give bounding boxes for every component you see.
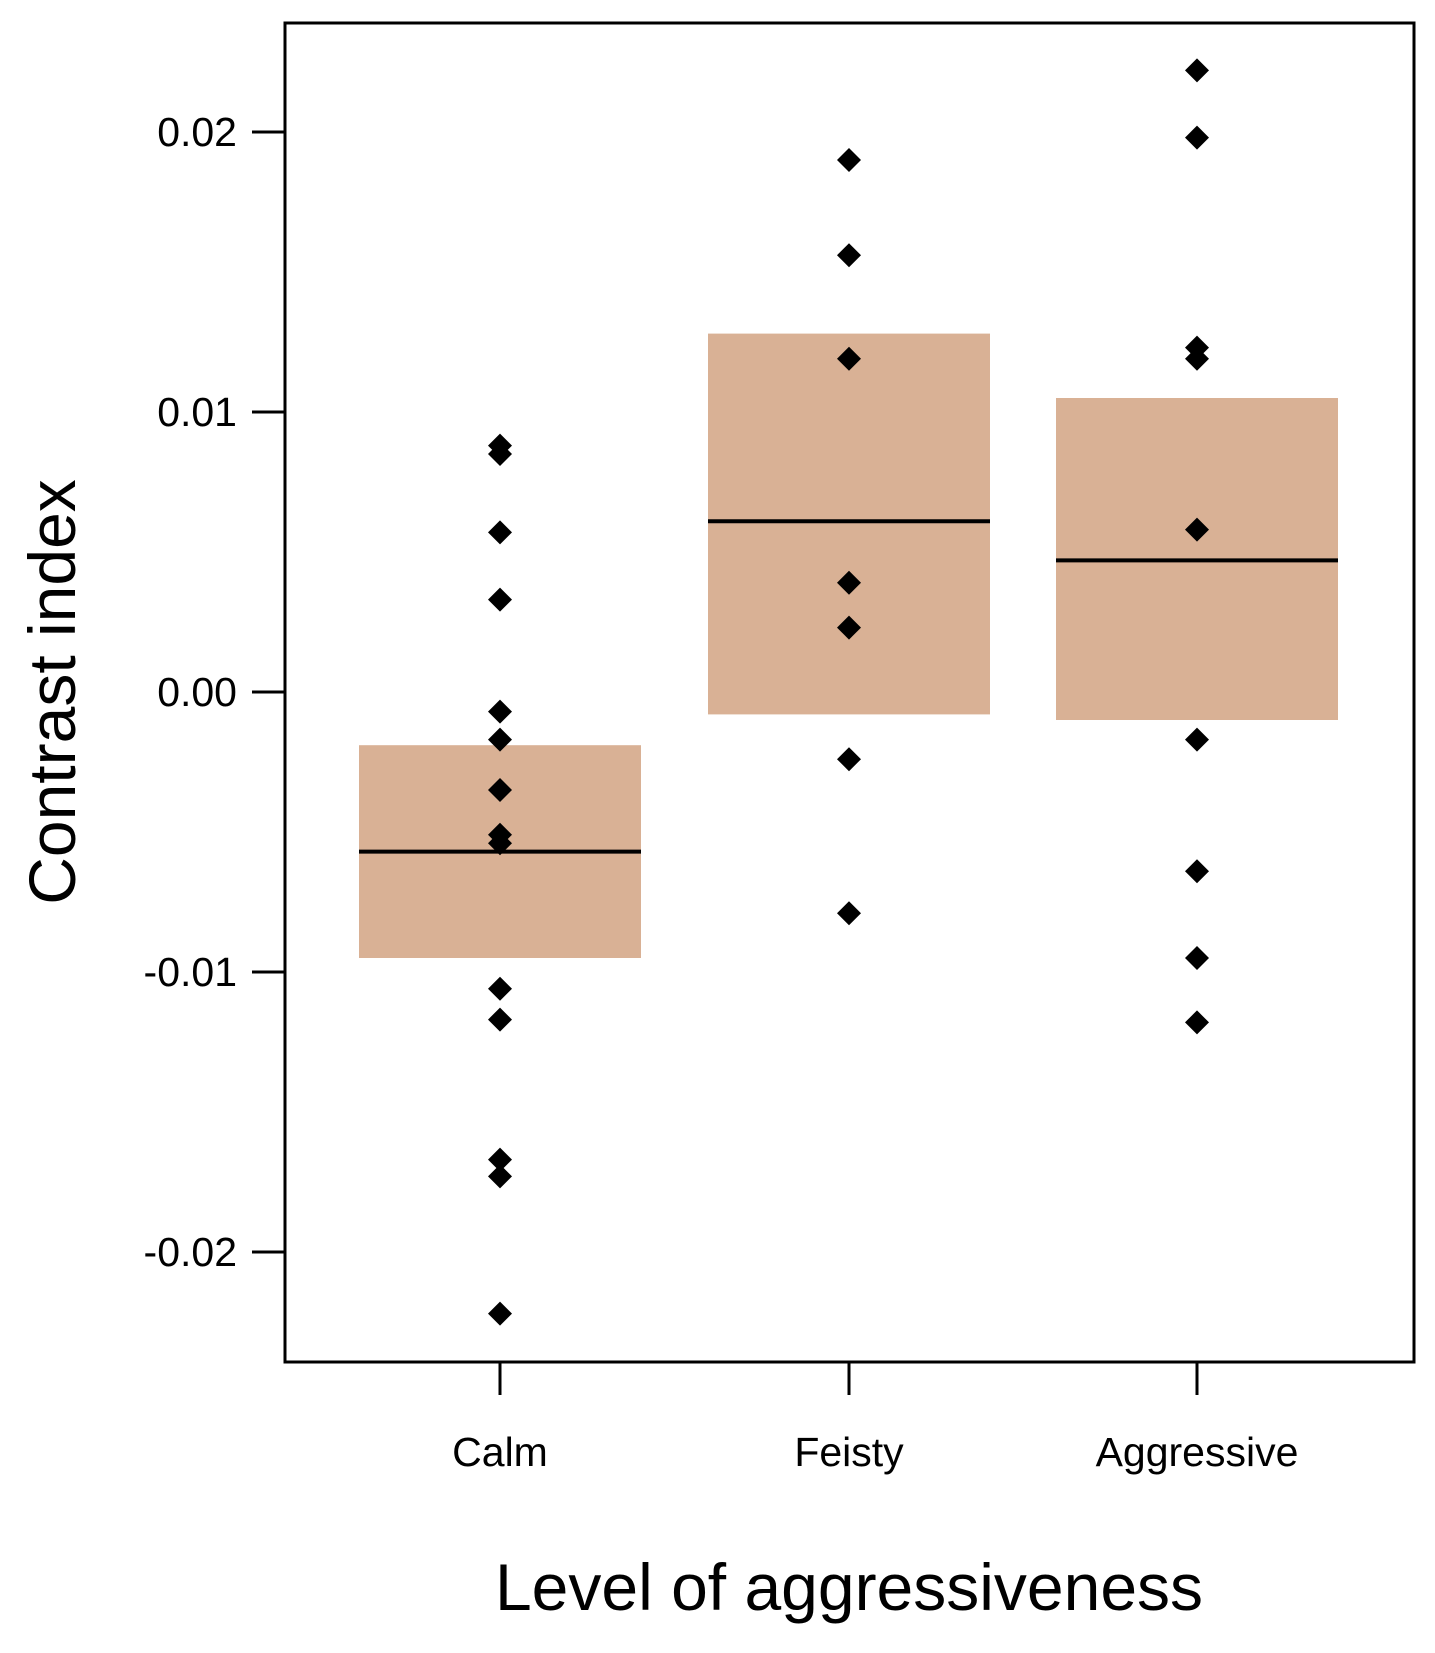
x-tick-label-aggressive: Aggressive	[1096, 1429, 1299, 1475]
data-point-calm	[488, 1147, 512, 1172]
x-tick-label-calm: Calm	[452, 1429, 548, 1475]
data-point-calm	[488, 699, 512, 724]
data-point-calm	[488, 1301, 512, 1326]
data-point-calm	[488, 520, 512, 545]
x-tick-label-feisty: Feisty	[794, 1429, 904, 1475]
data-point-calm	[488, 778, 512, 802]
data-point-feisty	[837, 615, 861, 640]
data-point-calm	[488, 1007, 512, 1032]
data-point-aggressive	[1185, 946, 1209, 970]
data-point-aggressive	[1185, 125, 1209, 150]
plot-area	[359, 58, 1338, 1326]
data-point-calm	[488, 587, 512, 612]
data-point-feisty	[837, 243, 861, 268]
data-point-feisty	[837, 148, 861, 172]
data-point-aggressive	[1185, 859, 1209, 884]
data-point-aggressive	[1185, 1010, 1209, 1035]
data-point-aggressive	[1185, 58, 1209, 83]
data-point-feisty	[837, 346, 861, 371]
data-point-calm	[488, 1164, 512, 1189]
data-point-calm	[488, 831, 512, 856]
data-point-aggressive	[1185, 346, 1209, 371]
data-point-calm	[488, 727, 512, 752]
y-tick-label: 0.01	[157, 389, 237, 435]
data-point-calm	[488, 976, 512, 1001]
y-axis-title: Contrast index	[15, 479, 89, 905]
data-point-feisty	[837, 901, 861, 926]
axes: -0.02 -0.01 0.00 0.01 0.02 Calm Feisty Aggressi…	[144, 109, 1299, 1475]
y-tick-label: 0.02	[157, 109, 237, 155]
data-point-aggressive	[1185, 727, 1209, 752]
y-tick-label: 0.00	[157, 669, 237, 715]
y-tick-label: -0.02	[144, 1229, 237, 1275]
data-point-feisty	[837, 570, 861, 595]
x-axis-title: Level of aggressiveness	[495, 1550, 1203, 1624]
data-point-calm	[488, 442, 512, 466]
data-point-aggressive	[1185, 517, 1209, 542]
y-tick-label: -0.01	[144, 949, 237, 995]
box-feisty	[708, 333, 990, 715]
data-point-feisty	[837, 747, 861, 772]
